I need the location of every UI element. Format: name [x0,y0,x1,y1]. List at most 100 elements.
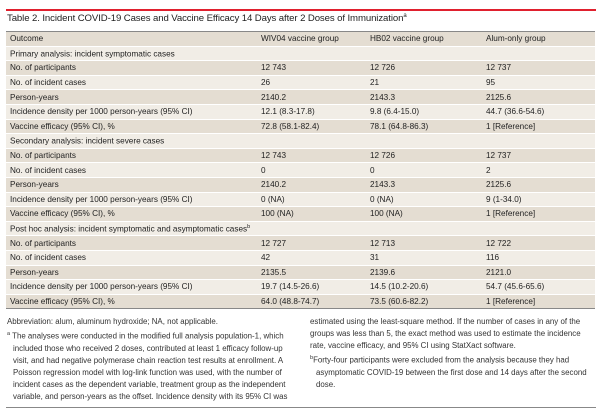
table-cell: 12 726 [366,60,482,76]
table-cell: 12 713 [366,235,482,251]
table-cell: 12 727 [257,235,366,251]
section-header-row: Secondary analysis: incident severe case… [6,133,595,149]
column-header: WIV04 vaccine group [257,31,366,47]
section-heading-text: Secondary analysis: incident severe case… [10,136,165,146]
table-cell: 1 [Reference] [482,294,595,310]
section-heading-text: Post hoc analysis: incident symptomatic … [10,224,248,234]
footnote-a-text: The analyses were conducted in the modif… [12,331,288,401]
table-cell: 0 (NA) [257,192,366,208]
table-row: Incidence density per 1000 person-years … [6,192,595,208]
table-row: No. of participants 12 727 12 713 12 722 [6,235,595,251]
table-row: No. of incident cases 26 21 95 [6,75,595,91]
footnote-a-continued: estimated using the least-square method.… [310,317,581,350]
section-header-row: Primary analysis: incident symptomatic c… [6,46,595,62]
table-cell: 100 (NA) [366,206,482,222]
column-header: Outcome [6,31,257,47]
footnotes-right: estimated using the least-square method.… [310,316,595,391]
table-row: No. of participants 12 743 12 726 12 737 [6,60,595,76]
footnotes-left: Abbreviation: alum, aluminum hydroxide; … [7,316,297,403]
table-row: Incidence density per 1000 person-years … [6,104,595,120]
table-cell: 78.1 (64.8-86.3) [366,119,482,135]
table-cell: 1 [Reference] [482,206,595,222]
table-row: Incidence density per 1000 person-years … [6,279,595,295]
table-cell: 12 737 [482,148,595,164]
row-label: Vaccine efficacy (95% CI), % [6,294,257,310]
table-title: Table 2. Incident COVID-19 Cases and Vac… [7,13,407,24]
table-row: Person-years 2135.5 2139.6 2121.0 [6,265,595,281]
table-cell: 2125.6 [482,89,595,105]
footnote-b: bForty-four participants were excluded f… [310,352,595,391]
footnote-a: a The analyses were conducted in the mod… [7,328,297,403]
table-cell: 100 (NA) [257,206,366,222]
table-cell: 19.7 (14.5-26.6) [257,279,366,295]
row-label: Incidence density per 1000 person-years … [6,279,257,295]
accent-rule [6,9,596,11]
table-cell: 31 [366,250,482,266]
table-cell: 95 [482,75,595,91]
table-cell: 44.7 (36.6-54.6) [482,104,595,120]
abbreviation-note: Abbreviation: alum, aluminum hydroxide; … [7,317,218,326]
row-label: Person-years [6,177,257,193]
table-cell: 2139.6 [366,265,482,281]
row-label: No. of participants [6,235,257,251]
section-heading: Secondary analysis: incident severe case… [6,133,595,149]
table-cell: 116 [482,250,595,266]
section-heading: Post hoc analysis: incident symptomatic … [6,221,595,237]
results-table: Outcome WIV04 vaccine group HB02 vaccine… [6,31,595,310]
table-row: No. of incident cases 0 0 2 [6,162,595,178]
table-cell: 1 [Reference] [482,119,595,135]
table-cell: 9.8 (6.4-15.0) [366,104,482,120]
table-cell: 64.0 (48.8-74.7) [257,294,366,310]
title-footnote-mark: a [403,13,407,19]
table-cell: 2121.0 [482,265,595,281]
section-header-row: Post hoc analysis: incident symptomatic … [6,221,595,237]
row-label: No. of participants [6,148,257,164]
table-cell: 12.1 (8.3-17.8) [257,104,366,120]
section-heading: Primary analysis: incident symptomatic c… [6,46,595,62]
table-cell: 2135.5 [257,265,366,281]
table-cell: 12 737 [482,60,595,76]
table-cell: 0 [257,162,366,178]
table-row: Person-years 2140.2 2143.3 2125.6 [6,89,595,105]
table-row: Vaccine efficacy (95% CI), % 72.8 (58.1-8… [6,119,595,135]
row-label: Vaccine efficacy (95% CI), % [6,119,257,135]
table-cell: 21 [366,75,482,91]
footnote-b-mark: b [310,355,314,361]
column-header: Alum-only group [482,31,595,47]
row-label: No. of incident cases [6,75,257,91]
table-cell: 14.5 (10.2-20.6) [366,279,482,295]
row-label: Incidence density per 1000 person-years … [6,192,257,208]
table-cell: 2125.6 [482,177,595,193]
table-row: Person-years 2140.2 2143.3 2125.6 [6,177,595,193]
table-cell: 72.8 (58.1-82.4) [257,119,366,135]
table-row: Vaccine efficacy (95% CI), % 100 (NA) 100 … [6,206,595,222]
table-cell: 42 [257,250,366,266]
table-row: No. of incident cases 42 31 116 [6,250,595,266]
table-header-row: Outcome WIV04 vaccine group HB02 vaccine… [6,31,595,47]
row-label: No. of incident cases [6,250,257,266]
table-cell: 12 743 [257,148,366,164]
bottom-rule [6,407,596,408]
column-header: HB02 vaccine group [366,31,482,47]
table-cell: 2 [482,162,595,178]
table-title-text: Table 2. Incident COVID-19 Cases and Vac… [7,13,404,25]
row-label: Vaccine efficacy (95% CI), % [6,206,257,222]
table-row: No. of participants 12 743 12 726 12 737 [6,148,595,164]
table-cell: 12 743 [257,60,366,76]
row-label: Person-years [6,265,257,281]
section-footnote-mark: b [247,223,251,230]
table-cell: 26 [257,75,366,91]
section-heading-text: Primary analysis: incident symptomatic c… [10,49,175,59]
table-cell: 54.7 (45.6-65.6) [482,279,595,295]
table-cell: 2143.3 [366,89,482,105]
table-cell: 0 [366,162,482,178]
table-cell: 12 722 [482,235,595,251]
row-label: Person-years [6,89,257,105]
footnote-a-mark: a [7,331,11,337]
table-cell: 2140.2 [257,177,366,193]
table-cell: 9 (1-34.0) [482,192,595,208]
row-label: No. of incident cases [6,162,257,178]
table-row: Vaccine efficacy (95% CI), % 64.0 (48.8-7… [6,294,595,310]
row-label: No. of participants [6,60,257,76]
table-cell: 0 (NA) [366,192,482,208]
